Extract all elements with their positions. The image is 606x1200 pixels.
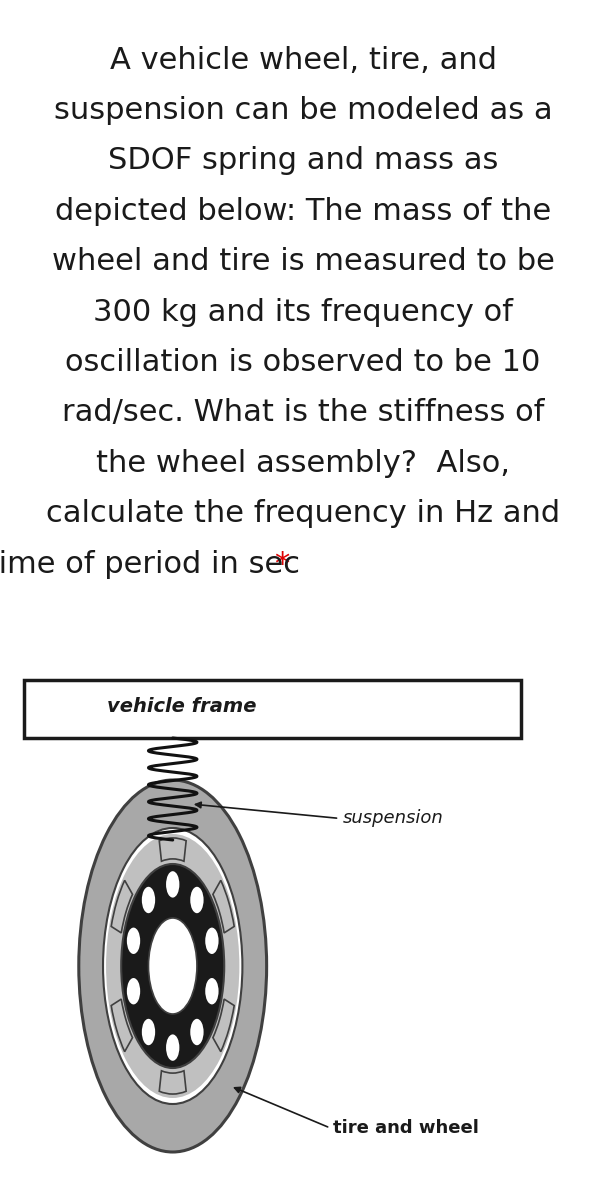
Wedge shape	[112, 881, 133, 932]
Text: suspension: suspension	[342, 809, 443, 828]
Text: *: *	[275, 550, 300, 578]
Wedge shape	[112, 1000, 133, 1051]
Wedge shape	[159, 838, 186, 862]
Circle shape	[103, 828, 242, 1104]
Text: calculate the frequency in Hz and: calculate the frequency in Hz and	[46, 499, 560, 528]
Circle shape	[205, 928, 219, 954]
Text: wheel and tire is measured to be: wheel and tire is measured to be	[52, 247, 554, 276]
Circle shape	[166, 1034, 179, 1061]
Circle shape	[190, 1019, 204, 1045]
Text: A vehicle wheel, tire, and: A vehicle wheel, tire, and	[110, 46, 496, 74]
Text: SDOF spring and mass as: SDOF spring and mass as	[108, 146, 498, 175]
Text: 300 kg and its frequency of: 300 kg and its frequency of	[93, 298, 513, 326]
Circle shape	[79, 780, 267, 1152]
Text: rad/sec. What is the stiffness of: rad/sec. What is the stiffness of	[62, 398, 544, 427]
Text: the wheel assembly?  Also,: the wheel assembly? Also,	[96, 449, 510, 478]
Circle shape	[205, 978, 219, 1004]
Text: tire and wheel: tire and wheel	[333, 1118, 479, 1138]
Text: ?the time of period in sec: ?the time of period in sec	[0, 550, 300, 578]
Text: oscillation is observed to be 10: oscillation is observed to be 10	[65, 348, 541, 377]
Circle shape	[142, 887, 155, 913]
Text: depicted below: The mass of the: depicted below: The mass of the	[55, 197, 551, 226]
Text: vehicle frame: vehicle frame	[107, 697, 256, 716]
Circle shape	[166, 871, 179, 898]
Circle shape	[148, 918, 197, 1014]
Text: suspension can be modeled as a: suspension can be modeled as a	[54, 96, 552, 125]
Circle shape	[106, 834, 239, 1098]
FancyBboxPatch shape	[24, 680, 521, 738]
Circle shape	[127, 978, 140, 1004]
Wedge shape	[213, 1000, 234, 1051]
Circle shape	[121, 864, 224, 1068]
Circle shape	[127, 928, 140, 954]
Circle shape	[190, 887, 204, 913]
Circle shape	[142, 1019, 155, 1045]
Wedge shape	[159, 1070, 186, 1094]
Wedge shape	[213, 881, 234, 932]
